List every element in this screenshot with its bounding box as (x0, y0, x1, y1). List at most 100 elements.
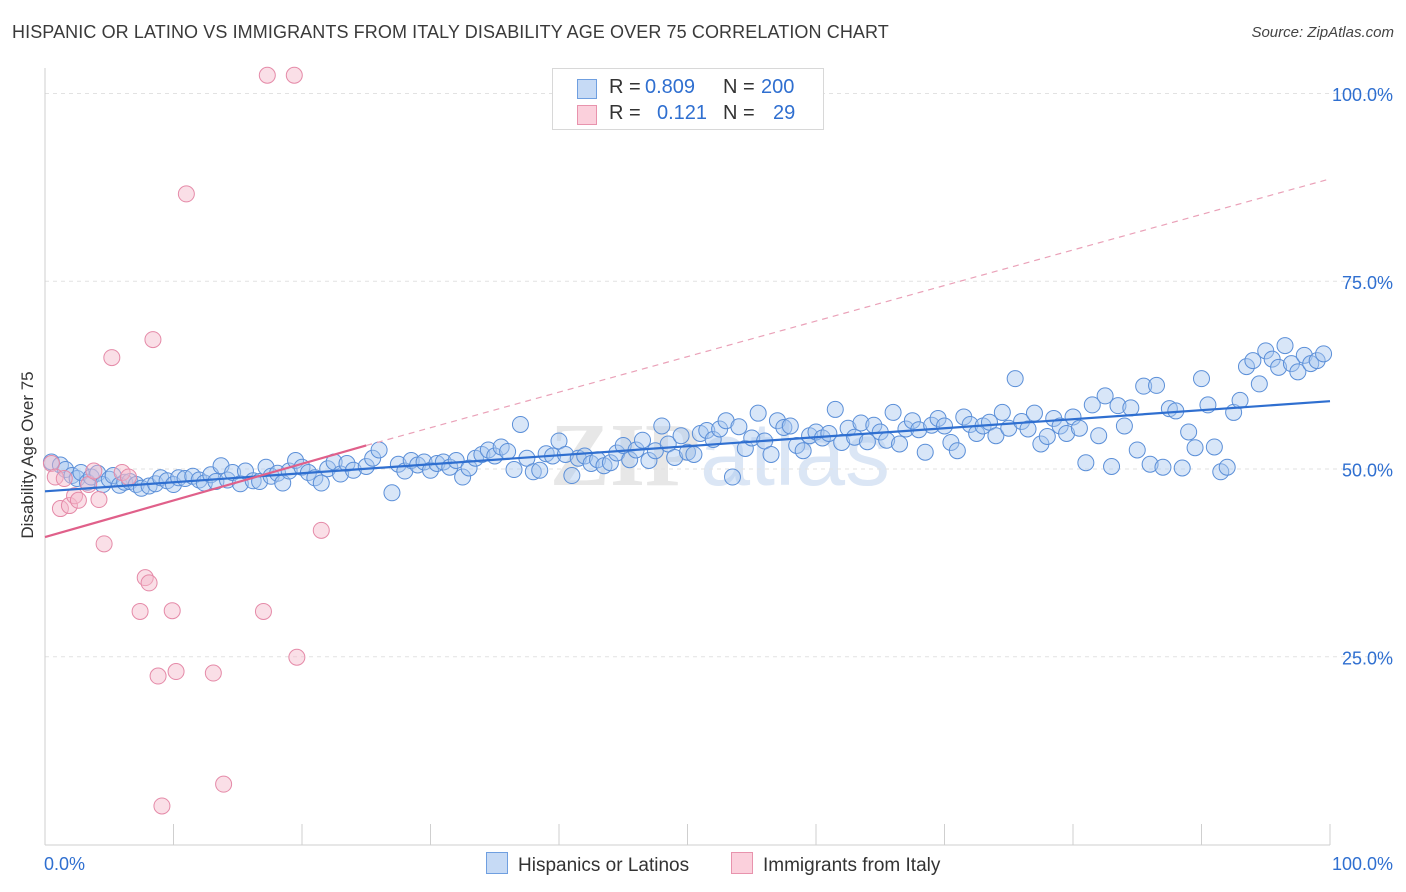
point-hispanics (370, 441, 388, 459)
point-hispanics (794, 442, 812, 460)
point-hispanics (948, 442, 966, 460)
point-hispanics (768, 412, 786, 430)
point-hispanics (1289, 363, 1307, 381)
point-italy (85, 462, 103, 480)
y-axis-label: Disability Age Over 75 (18, 371, 37, 539)
point-hispanics (723, 468, 741, 486)
point-hispanics (1205, 438, 1223, 456)
point-hispanics (511, 415, 529, 433)
point-hispanics (698, 421, 716, 439)
point-hispanics (730, 418, 748, 436)
point-hispanics (1180, 423, 1198, 441)
point-hispanics (903, 412, 921, 430)
point-hispanics (621, 451, 639, 469)
point-italy (285, 66, 303, 84)
legend-swatch-blue (577, 79, 597, 99)
watermark-atlas: atlas (700, 405, 890, 505)
point-hispanics (749, 404, 767, 422)
point-hispanics (666, 448, 684, 466)
point-hispanics (775, 418, 793, 436)
point-italy (120, 468, 138, 486)
bottom-legend-italy: Immigrants from Italy (731, 852, 940, 877)
point-hispanics (1135, 377, 1153, 395)
y-tick-label: 75.0% (1342, 273, 1393, 293)
point-hispanics (1154, 458, 1172, 476)
legend-r-label: R = (609, 102, 641, 124)
point-hispanics (987, 427, 1005, 445)
point-italy (69, 491, 87, 509)
legend-r-value: 0.121 (657, 102, 708, 124)
point-hispanics (499, 442, 517, 460)
legend-n-label: N = (723, 76, 755, 98)
legend-r-value: 0.809 (645, 76, 696, 98)
point-hispanics (1090, 427, 1108, 445)
point-hispanics (1148, 376, 1166, 394)
series-italy-points (42, 66, 330, 815)
point-hispanics (531, 461, 549, 479)
point-hispanics (601, 454, 619, 472)
point-italy (258, 66, 276, 84)
legend-r-label: R = (609, 76, 641, 98)
point-hispanics (140, 477, 158, 495)
point-hispanics (1141, 455, 1159, 473)
legend-n-label: N = (723, 102, 755, 124)
point-hispanics (762, 445, 780, 463)
point-hispanics (634, 431, 652, 449)
point-italy (90, 491, 108, 509)
x-tick-label: 0.0% (44, 854, 85, 874)
point-italy (215, 775, 233, 793)
point-italy (167, 663, 185, 681)
legend-swatch-pink (577, 105, 597, 125)
point-hispanics (1315, 345, 1333, 363)
point-italy (288, 648, 306, 666)
point-hispanics (852, 414, 870, 432)
point-hispanics (1077, 454, 1095, 472)
point-hispanics (1186, 439, 1204, 457)
point-hispanics (1244, 352, 1262, 370)
point-hispanics (1070, 419, 1088, 437)
point-italy (163, 602, 181, 620)
point-hispanics (653, 417, 671, 435)
grid-lines (45, 93, 1392, 658)
point-hispanics (338, 455, 356, 473)
point-hispanics (839, 419, 857, 437)
point-hispanics (1038, 427, 1056, 445)
correlation-legend: R = 0.809 N = 200 R = 0.121 N = 29 (552, 68, 824, 130)
point-hispanics (479, 441, 497, 459)
point-hispanics (781, 417, 799, 435)
point-italy (95, 535, 113, 553)
point-hispanics (961, 415, 979, 433)
point-hispanics (1218, 458, 1236, 476)
point-hispanics (1308, 352, 1326, 370)
point-hispanics (1096, 387, 1114, 405)
point-hispanics (736, 439, 754, 457)
point-hispanics (1270, 358, 1288, 376)
point-hispanics (563, 467, 581, 485)
chart-title: HISPANIC OR LATINO VS IMMIGRANTS FROM IT… (12, 22, 889, 42)
point-hispanics (1058, 424, 1076, 442)
point-italy (177, 185, 195, 203)
point-hispanics (826, 400, 844, 418)
point-hispanics (524, 463, 542, 481)
trend-lines (44, 178, 1331, 539)
point-hispanics (1276, 337, 1294, 355)
point-hispanics (679, 443, 696, 461)
bottom-swatch-blue (486, 852, 508, 874)
point-hispanics (312, 474, 330, 492)
point-hispanics (1250, 375, 1268, 393)
x-tick-label: 100.0% (1332, 854, 1393, 874)
bottom-legend-label: Immigrants from Italy (763, 855, 941, 876)
trend-line-italy-extension (366, 178, 1331, 447)
point-hispanics (383, 484, 401, 502)
point-italy (42, 455, 60, 473)
point-hispanics (993, 403, 1011, 421)
point-italy (312, 521, 330, 539)
point-italy (131, 602, 149, 620)
point-italy (103, 349, 121, 367)
point-hispanics (1173, 459, 1191, 477)
point-hispanics (389, 455, 407, 473)
source-label: Source: ZipAtlas.com (1251, 24, 1394, 41)
point-hispanics (685, 445, 703, 463)
watermark: ZIPatlas (550, 405, 890, 505)
